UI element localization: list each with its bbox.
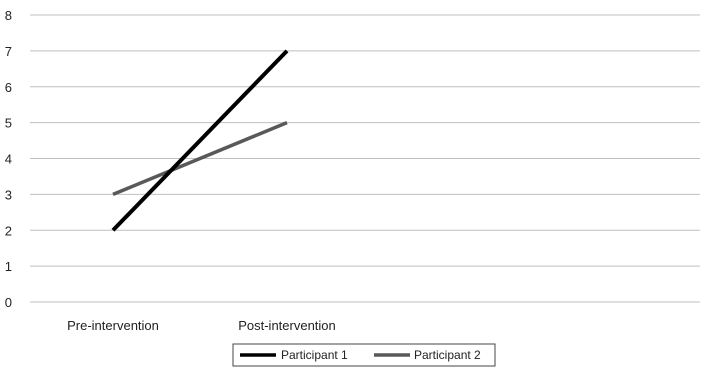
y-tick-label-4: 4 [5,152,12,167]
y-tick-label-7: 7 [5,44,12,59]
y-tick-label-0: 0 [5,295,12,310]
series-line-participant-2 [112,121,288,196]
series-line-participant-1 [111,49,289,232]
y-axis-ticks: 0 1 2 3 4 5 6 7 8 [5,8,12,310]
x-category-label-1: Post-intervention [238,318,336,333]
gridlines [30,14,700,303]
legend-label-participant-2: Participant 2 [414,348,481,362]
x-category-label-0: Pre-intervention [67,318,159,333]
legend-box [232,343,496,367]
y-tick-label-6: 6 [5,80,12,95]
legend: Participant 1 Participant 2 [232,343,496,367]
y-tick-label-2: 2 [5,223,12,238]
y-tick-label-3: 3 [5,187,12,202]
series-lines [111,49,289,232]
y-tick-label-8: 8 [5,8,12,23]
x-axis-categories: Pre-intervention Post-intervention [67,318,336,333]
legend-label-participant-1: Participant 1 [281,348,348,362]
y-tick-label-5: 5 [5,116,12,131]
y-tick-label-1: 1 [5,259,12,274]
